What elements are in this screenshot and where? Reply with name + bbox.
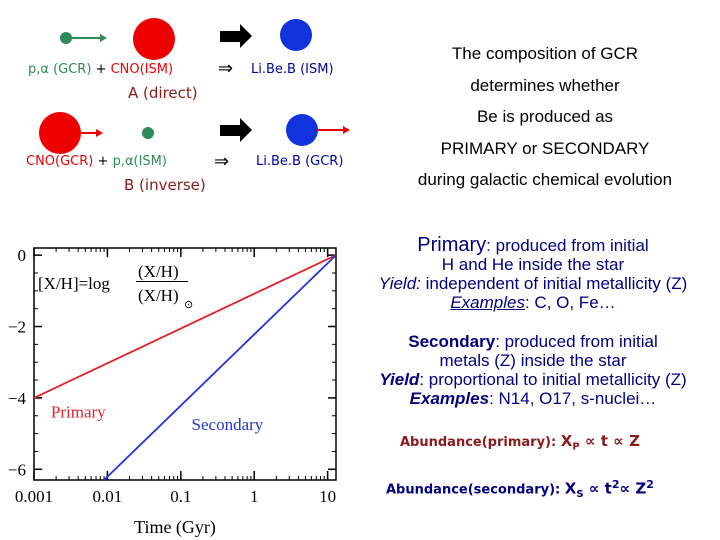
secondary-def-text1: : produced from initial — [495, 332, 658, 351]
secondary-abundance-formula: Abundance(secondary): XS ∝ t2∝ Z2 — [386, 478, 654, 500]
chart-formula-left: [X/H]=log — [38, 274, 110, 293]
reaction-b-target: p,α(ISM) — [112, 154, 167, 169]
primary-term: Primary — [417, 234, 487, 256]
secondary-abundance-sup2: 2 — [646, 478, 654, 491]
reaction-arrow-shaft — [220, 31, 242, 42]
header-line-5: during galactic chemical evolution — [417, 170, 673, 189]
primary-yield-text: independent of initial metallicity (Z) — [420, 274, 688, 293]
plot-frame — [33, 247, 337, 481]
primary-abundance-var: X — [560, 432, 573, 450]
chart-labels: Primary Secondary Time (Gyr) — [51, 403, 264, 538]
y-tick-label: −2 — [8, 318, 26, 337]
secondary-abundance-sub: S — [576, 488, 584, 500]
secondary-yield-line: Yield: proportional to initial metallici… — [346, 370, 720, 389]
header-line-2: determines whether — [470, 75, 620, 95]
proton-particle-icon — [60, 32, 72, 44]
chart-formula-numerator: (X/H) — [138, 262, 179, 281]
y-tick-label: −4 — [8, 389, 27, 408]
cno-nucleus-icon — [133, 18, 175, 60]
primary-definition: Primary: produced from initial H and He … — [346, 234, 720, 312]
secondary-term: Secondary — [408, 332, 496, 351]
primary-examples-label: Examples — [450, 293, 525, 312]
chart-series — [33, 254, 337, 481]
reaction-a-name: A (direct) — [128, 84, 198, 102]
series-line-secondary — [103, 254, 337, 481]
primary-examples-text: : C, O, Fe… — [524, 293, 616, 312]
reaction-b-name: B (inverse) — [124, 176, 206, 194]
primary-def-line1: Primary: produced from initial — [346, 234, 720, 256]
proton-velocity-arrowhead — [100, 34, 107, 42]
secondary-examples-text: : N14, O17, s-nuclei… — [489, 389, 657, 408]
chart-axes — [33, 247, 337, 481]
primary-yield-label: Yield: — [378, 274, 421, 293]
secondary-abundance-label: Abundance(secondary): — [386, 482, 561, 498]
reaction-b-equation: CNO(GCR) + p,α(ISM) — [26, 154, 167, 169]
secondary-examples-line: Examples: N14, O17, s-nuclei… — [346, 389, 720, 408]
primary-def-text1: : produced from initial — [486, 236, 649, 255]
y-tick-label: 0 — [18, 246, 27, 265]
secondary-abundance-rel: ∝ t — [583, 479, 612, 498]
secondary-definition: Secondary: produced from initial metals … — [346, 332, 720, 408]
libeb-gcr-product-icon — [286, 114, 318, 146]
series-line-primary — [33, 254, 337, 399]
reaction-b-implies-arrow: ⇒ — [214, 151, 230, 171]
reaction-arrow-head-b — [240, 118, 252, 142]
reaction-a-equation: p,α (GCR) + CNO(ISM) — [28, 62, 173, 77]
reaction-b-product: Li.Be.B (GCR) — [256, 154, 344, 169]
reaction-b-projectile: CNO(GCR) — [26, 154, 94, 169]
reaction-a-target: CNO(ISM) — [110, 62, 174, 77]
primary-def-line2: H and He inside the star — [441, 255, 625, 274]
cno-velocity-arrowhead — [96, 129, 103, 137]
reaction-a-implies-arrow: ⇒ — [218, 58, 234, 78]
libeb-velocity-arrowhead — [343, 126, 350, 134]
secondary-abundance-sup1: 2 — [611, 478, 620, 491]
x-tick-label: 10 — [319, 487, 336, 506]
chart-formula-denominator: (X/H) — [138, 286, 179, 305]
chart-formula-sun: ⊙ — [184, 299, 194, 311]
ism-proton-icon — [142, 127, 154, 139]
primary-abundance-rel: ∝ t ∝ Z — [579, 432, 640, 450]
primary-abundance-label: Abundance(primary): — [400, 435, 557, 450]
reaction-a-plus: + — [95, 62, 107, 77]
reaction-a-product: Li.Be.B (ISM) — [251, 62, 334, 77]
chart-formula-bar — [136, 281, 188, 282]
secondary-abundance-rel2: ∝ Z — [619, 479, 647, 498]
primary-abundance-sub: P — [572, 441, 580, 453]
cno-gcr-nucleus-icon — [39, 112, 81, 154]
secondary-def-line1: Secondary: produced from initial — [346, 332, 720, 351]
secondary-examples-label: Examples — [409, 389, 490, 408]
reaction-b-plus: + — [97, 154, 109, 169]
secondary-abundance-var: X — [564, 479, 577, 498]
primary-yield-line: Yield: independent of initial metallicit… — [346, 274, 720, 293]
metallicity-chart: 0 −2 −4 −6 0.001 0.01 0.1 1 10 Primary Secondary T… — [8, 246, 337, 538]
secondary-yield-text: : proportional to initial metallicity (Z… — [419, 370, 687, 389]
series-label-secondary: Secondary — [192, 415, 264, 434]
x-tick-label: 0.1 — [170, 487, 191, 506]
y-tick-label: −6 — [8, 460, 26, 479]
header-line-4: PRIMARY or SECONDARY — [440, 138, 650, 158]
header-line-3: Be is produced as — [476, 107, 614, 126]
primary-examples-line: Examples: C, O, Fe… — [346, 293, 720, 312]
reaction-diagram — [39, 18, 350, 154]
secondary-yield-label: Yield — [379, 370, 420, 389]
header-line-1: The composition of GCR — [451, 44, 639, 63]
reaction-arrow-shaft-b — [220, 125, 242, 136]
x-tick-label: 0.01 — [93, 487, 123, 506]
libeb-product-icon — [280, 19, 312, 51]
reaction-arrow-head — [240, 24, 252, 48]
reaction-a-projectile: p,α (GCR) — [28, 62, 92, 77]
series-label-primary: Primary — [51, 403, 106, 422]
primary-abundance-formula: Abundance(primary): XP ∝ t ∝ Z — [400, 432, 640, 453]
chart-ticks: 0 −2 −4 −6 0.001 0.01 0.1 1 10 — [8, 246, 336, 506]
header-text-block: The composition of GCR determines whethe… — [370, 38, 720, 196]
x-tick-label: 0.001 — [15, 487, 53, 506]
secondary-def-line2: metals (Z) inside the star — [439, 351, 627, 370]
x-tick-label: 1 — [250, 487, 259, 506]
x-axis-label: Time (Gyr) — [134, 517, 216, 538]
